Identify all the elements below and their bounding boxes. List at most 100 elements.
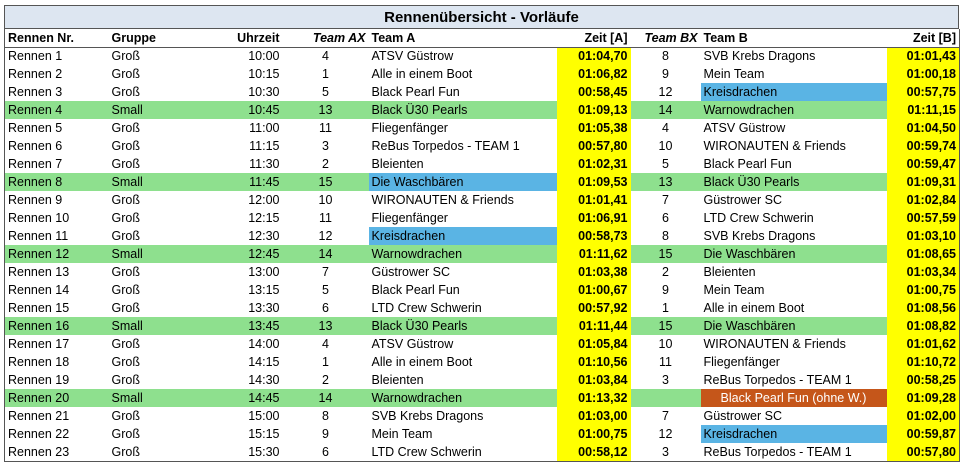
group-cell[interactable]: Small: [108, 101, 207, 119]
team-a-cell[interactable]: Black Pearl Fun: [371, 85, 460, 99]
team-ax-cell[interactable]: 7: [322, 265, 329, 279]
header-race[interactable]: Rennen Nr.: [4, 29, 109, 48]
team-b-cell[interactable]: Black Pearl Fun (ohne W.): [700, 389, 887, 407]
team-bx-cell[interactable]: 8: [662, 229, 669, 243]
race-cell[interactable]: Rennen 12: [4, 245, 109, 263]
group-cell[interactable]: Groß: [111, 85, 140, 99]
zeit-a-cell[interactable]: 01:05,38: [556, 119, 631, 137]
group-cell[interactable]: Groß: [111, 121, 140, 135]
team-a-cell[interactable]: Black Pearl Fun: [371, 283, 460, 297]
team-b-cell[interactable]: ReBus Torpedos - TEAM 1: [703, 444, 852, 459]
group-cell[interactable]: Groß: [111, 444, 140, 459]
time-cell[interactable]: 14:45: [206, 389, 283, 407]
team-a-cell[interactable]: LTD Crew Schwerin: [371, 301, 482, 315]
team-ax-cell[interactable]: 9: [322, 427, 329, 441]
team-ax-cell[interactable]: 2: [322, 373, 329, 387]
team-b-cell[interactable]: Güstrower SC: [703, 193, 783, 207]
zeit-a-cell[interactable]: 00:58,12: [556, 443, 631, 461]
team-bx-cell[interactable]: 8: [662, 49, 669, 64]
team-a-cell[interactable]: Alle in einem Boot: [371, 67, 473, 81]
team-a-cell[interactable]: Warnowdrachen: [368, 389, 557, 407]
team-b-cell[interactable]: ATSV Güstrow: [703, 121, 786, 135]
team-ax-cell[interactable]: 11: [319, 211, 332, 225]
zeit-a-cell[interactable]: 01:01,41: [556, 191, 631, 209]
team-a-cell[interactable]: LTD Crew Schwerin: [371, 444, 482, 459]
time-cell[interactable]: 12:15: [248, 211, 280, 225]
group-cell[interactable]: Groß: [111, 67, 140, 81]
group-cell[interactable]: Groß: [111, 409, 140, 423]
zeit-b-cell[interactable]: 01:09,28: [886, 389, 960, 407]
zeit-b-cell[interactable]: 00:59,87: [886, 425, 960, 443]
zeit-a-cell[interactable]: 00:57,80: [556, 137, 631, 155]
race-cell[interactable]: Rennen 5: [8, 121, 63, 135]
team-a-cell[interactable]: ATSV Güstrow: [371, 337, 454, 351]
zeit-a-cell[interactable]: 00:57,92: [556, 299, 631, 317]
race-cell[interactable]: Rennen 2: [8, 67, 63, 81]
team-ax-cell[interactable]: 6: [322, 444, 329, 459]
zeit-b-cell[interactable]: 01:08,65: [886, 245, 960, 263]
team-a-cell[interactable]: Kreisdrachen: [368, 227, 557, 245]
team-bx-cell[interactable]: 6: [662, 211, 669, 225]
zeit-b-cell[interactable]: 01:03,10: [886, 227, 960, 245]
team-bx-cell[interactable]: 12: [658, 85, 673, 99]
team-b-cell[interactable]: Fliegenfänger: [703, 355, 780, 369]
race-cell[interactable]: Rennen 16: [4, 317, 109, 335]
zeit-b-cell[interactable]: 01:04,50: [886, 119, 960, 137]
time-cell[interactable]: 12:00: [248, 193, 280, 207]
team-bx-cell[interactable]: 7: [662, 193, 669, 207]
team-b-cell[interactable]: ReBus Torpedos - TEAM 1: [703, 373, 852, 387]
team-b-cell[interactable]: Bleienten: [703, 265, 756, 279]
team-bx-cell[interactable]: 3: [662, 444, 669, 459]
team-b-cell[interactable]: Black Ü30 Pearls: [700, 173, 887, 191]
team-bx-cell[interactable]: [630, 389, 701, 407]
zeit-a-cell[interactable]: 01:03,00: [556, 407, 631, 425]
group-cell[interactable]: Groß: [111, 337, 140, 351]
race-cell[interactable]: Rennen 13: [8, 265, 70, 279]
zeit-b-cell[interactable]: 01:00,18: [886, 65, 960, 83]
header-group[interactable]: Gruppe: [108, 29, 207, 48]
team-b-cell[interactable]: Alle in einem Boot: [703, 301, 805, 315]
group-cell[interactable]: Groß: [111, 283, 140, 297]
team-bx-cell[interactable]: 15: [630, 245, 701, 263]
team-b-cell[interactable]: WIRONAUTEN & Friends: [703, 337, 846, 351]
team-b-cell[interactable]: WIRONAUTEN & Friends: [703, 139, 846, 153]
team-bx-cell[interactable]: 10: [658, 337, 673, 351]
team-a-cell[interactable]: Black Ü30 Pearls: [368, 101, 557, 119]
team-a-cell[interactable]: Fliegenfänger: [371, 211, 448, 225]
team-ax-cell[interactable]: 5: [322, 283, 329, 297]
zeit-b-cell[interactable]: 00:57,75: [886, 83, 960, 101]
zeit-a-cell[interactable]: 00:58,73: [556, 227, 631, 245]
group-cell[interactable]: Groß: [111, 229, 140, 243]
team-bx-cell[interactable]: 11: [659, 355, 672, 369]
team-ax-cell[interactable]: 15: [282, 173, 369, 191]
time-cell[interactable]: 11:00: [249, 121, 280, 135]
race-cell[interactable]: Rennen 14: [8, 283, 70, 297]
team-a-cell[interactable]: ReBus Torpedos - TEAM 1: [371, 139, 520, 153]
team-ax-cell[interactable]: 13: [282, 317, 369, 335]
time-cell[interactable]: 12:45: [206, 245, 283, 263]
team-bx-cell[interactable]: 4: [662, 121, 669, 135]
zeit-a-cell[interactable]: 01:06,82: [556, 65, 631, 83]
team-ax-cell[interactable]: 13: [282, 101, 369, 119]
race-cell[interactable]: Rennen 7: [8, 157, 63, 171]
team-ax-cell[interactable]: 6: [322, 301, 329, 315]
zeit-a-cell[interactable]: 01:11,62: [556, 245, 631, 263]
group-cell[interactable]: Groß: [111, 373, 140, 387]
group-cell[interactable]: Groß: [111, 49, 140, 64]
team-bx-cell[interactable]: 9: [662, 283, 669, 297]
team-a-cell[interactable]: Warnowdrachen: [368, 245, 557, 263]
race-cell[interactable]: Rennen 1: [8, 49, 63, 64]
group-cell[interactable]: Groß: [111, 265, 140, 279]
race-cell[interactable]: Rennen 22: [8, 427, 70, 441]
team-bx-cell[interactable]: 3: [662, 373, 669, 387]
race-cell[interactable]: Rennen 19: [8, 373, 70, 387]
group-cell[interactable]: Groß: [111, 355, 140, 369]
race-cell[interactable]: Rennen 4: [4, 101, 109, 119]
group-cell[interactable]: Groß: [111, 157, 140, 171]
team-b-cell[interactable]: LTD Crew Schwerin: [703, 211, 814, 225]
header-zeit-a[interactable]: Zeit [A]: [556, 29, 631, 48]
zeit-a-cell[interactable]: 01:03,84: [556, 371, 631, 389]
zeit-a-cell[interactable]: 01:13,32: [556, 389, 631, 407]
time-cell[interactable]: 10:00: [248, 49, 280, 64]
team-b-cell[interactable]: Güstrower SC: [703, 409, 783, 423]
